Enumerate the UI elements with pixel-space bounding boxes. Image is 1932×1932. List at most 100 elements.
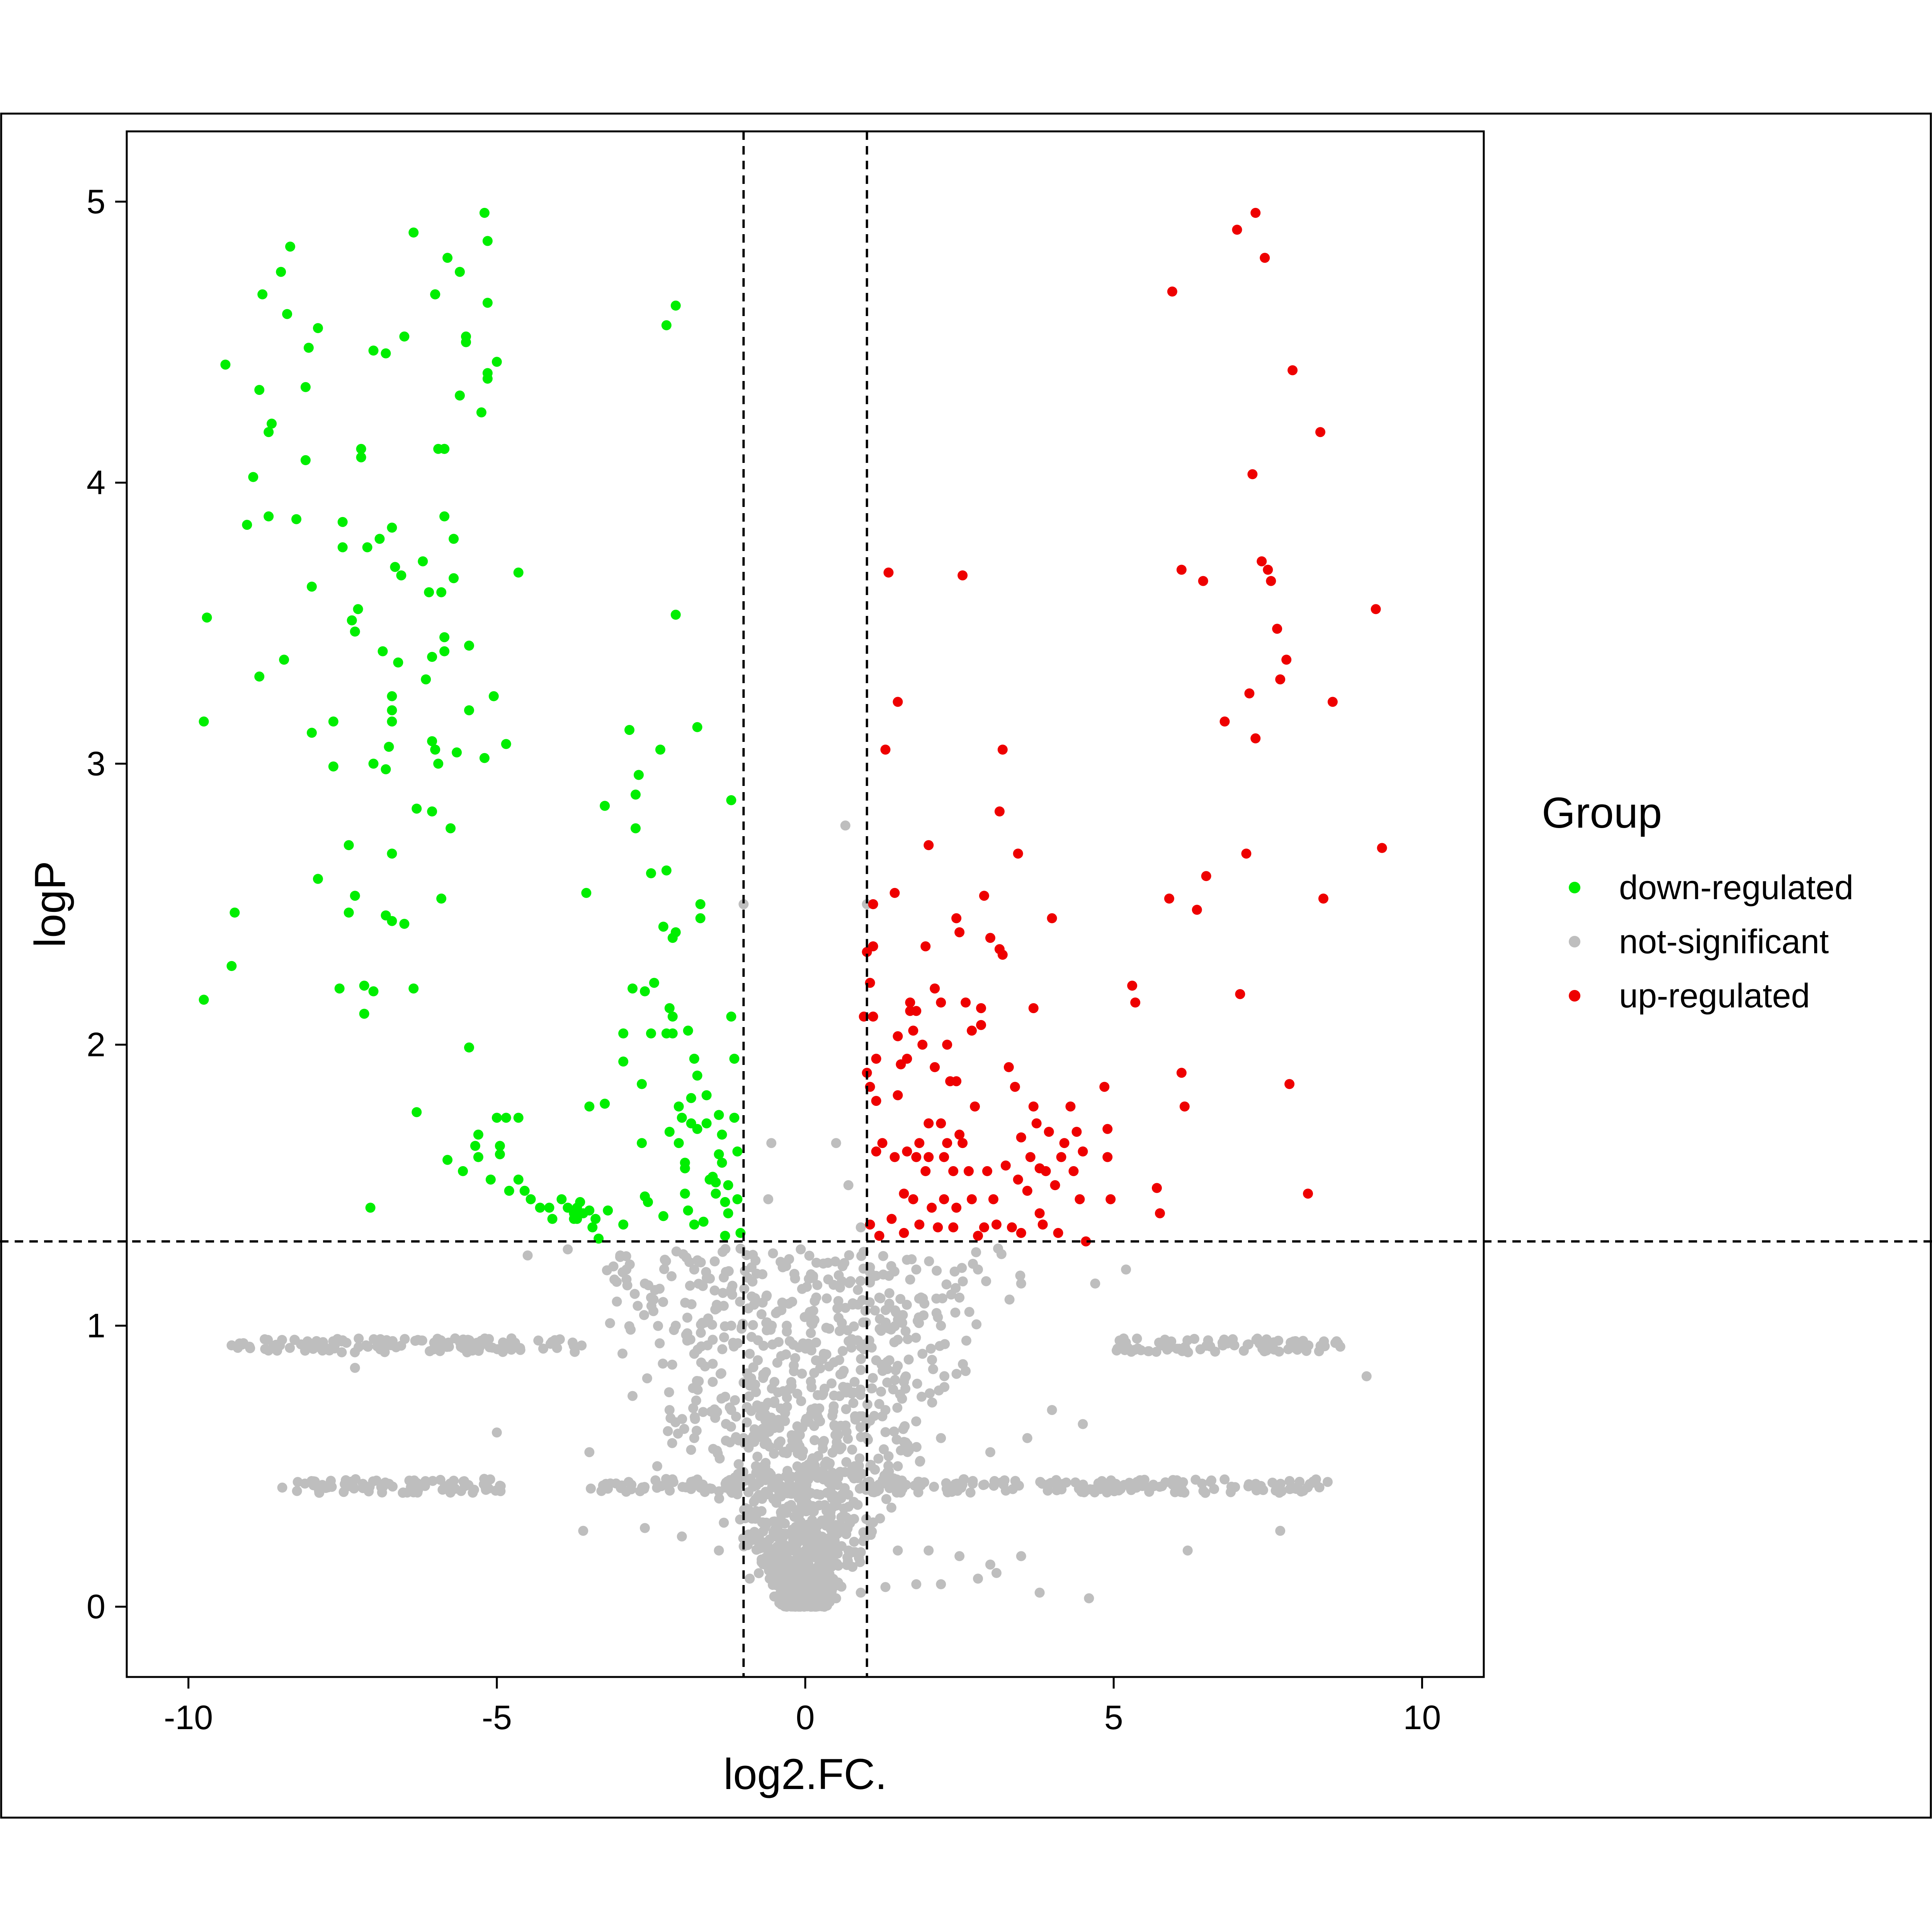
- point-not-significant: [818, 1443, 828, 1454]
- point-down-regulated: [300, 455, 311, 465]
- point-not-significant: [603, 1483, 613, 1494]
- point-up-regulated: [1078, 1146, 1088, 1156]
- legend-key-up-regulated: [1569, 990, 1580, 1002]
- point-not-significant: [806, 1269, 816, 1279]
- point-up-regulated: [886, 1214, 897, 1224]
- point-not-significant: [866, 1342, 877, 1353]
- point-not-significant: [689, 1433, 699, 1443]
- point-not-significant: [692, 1255, 702, 1265]
- point-down-regulated: [476, 407, 486, 418]
- point-down-regulated: [600, 1099, 610, 1109]
- point-not-significant: [652, 1483, 662, 1493]
- point-down-regulated: [732, 1194, 743, 1204]
- point-not-significant: [833, 1443, 844, 1453]
- point-up-regulated: [994, 806, 1005, 816]
- point-not-significant: [1274, 1346, 1284, 1357]
- point-not-significant: [425, 1346, 435, 1356]
- point-down-regulated: [368, 345, 379, 356]
- point-not-significant: [880, 1405, 891, 1415]
- point-down-regulated: [353, 604, 363, 614]
- axes: -10 -5 0 5 10 0 1 2 3 4 5: [87, 182, 1441, 1736]
- point-not-significant: [981, 1276, 992, 1286]
- point-not-significant: [825, 1507, 836, 1517]
- point-up-regulated: [1287, 365, 1298, 376]
- point-not-significant: [880, 1582, 891, 1592]
- point-up-regulated: [1151, 1183, 1162, 1193]
- point-up-regulated: [911, 1152, 922, 1162]
- point-not-significant: [886, 1502, 896, 1513]
- point-not-significant: [813, 1573, 823, 1584]
- point-not-significant: [841, 1404, 851, 1414]
- point-up-regulated: [1164, 893, 1174, 904]
- point-not-significant: [830, 1256, 840, 1267]
- point-not-significant: [758, 1340, 769, 1351]
- point-up-regulated: [1075, 1194, 1085, 1204]
- point-not-significant: [689, 1349, 699, 1359]
- point-not-significant: [936, 1320, 946, 1331]
- point-not-significant: [781, 1482, 792, 1492]
- point-not-significant: [859, 1533, 870, 1543]
- point-not-significant: [1304, 1479, 1315, 1489]
- point-down-regulated: [458, 1166, 468, 1176]
- point-not-significant: [292, 1486, 302, 1496]
- point-not-significant: [435, 1475, 446, 1485]
- point-up-regulated: [964, 1166, 974, 1176]
- point-not-significant: [420, 1476, 430, 1486]
- point-not-significant: [757, 1269, 768, 1279]
- point-not-significant: [940, 1339, 950, 1349]
- point-not-significant: [629, 1289, 640, 1299]
- point-not-significant: [563, 1244, 573, 1255]
- point-down-regulated: [479, 753, 490, 763]
- point-not-significant: [876, 1359, 887, 1370]
- point-not-significant: [797, 1369, 807, 1379]
- point-not-significant: [891, 1434, 902, 1445]
- point-not-significant: [804, 1250, 815, 1261]
- point-not-significant: [830, 1536, 840, 1546]
- point-not-significant: [1314, 1346, 1324, 1356]
- point-not-significant: [927, 1397, 937, 1408]
- point-down-regulated: [303, 343, 314, 353]
- point-not-significant: [570, 1347, 580, 1357]
- point-not-significant: [788, 1545, 798, 1556]
- point-not-significant: [680, 1298, 690, 1308]
- point-not-significant: [642, 1373, 652, 1384]
- point-up-regulated: [954, 927, 965, 937]
- point-up-regulated: [899, 1228, 909, 1238]
- point-not-significant: [959, 1475, 969, 1485]
- point-down-regulated: [408, 227, 419, 238]
- point-not-significant: [888, 1384, 898, 1395]
- point-not-significant: [820, 1552, 830, 1562]
- point-down-regulated: [350, 891, 360, 901]
- point-down-regulated: [254, 671, 265, 682]
- point-down-regulated: [390, 562, 400, 572]
- point-down-regulated: [575, 1197, 585, 1207]
- point-not-significant: [824, 1361, 834, 1372]
- point-down-regulated: [680, 1189, 690, 1199]
- point-up-regulated: [954, 1129, 965, 1140]
- point-up-regulated: [1198, 576, 1208, 586]
- point-down-regulated: [430, 745, 440, 755]
- point-down-regulated: [464, 640, 474, 651]
- point-not-significant: [782, 1587, 792, 1598]
- point-not-significant: [926, 1344, 936, 1354]
- point-not-significant: [774, 1337, 784, 1347]
- point-down-regulated: [387, 916, 397, 926]
- point-up-regulated: [927, 1202, 937, 1213]
- point-not-significant: [797, 1563, 807, 1573]
- point-not-significant: [712, 1303, 722, 1313]
- point-up-regulated: [933, 1222, 943, 1233]
- point-not-significant: [862, 1433, 872, 1443]
- point-down-regulated: [501, 1112, 511, 1123]
- point-not-significant: [849, 1461, 860, 1471]
- point-not-significant: [732, 1478, 743, 1488]
- point-down-regulated: [670, 300, 681, 311]
- point-not-significant: [971, 1319, 982, 1330]
- point-up-regulated: [930, 1062, 940, 1072]
- point-not-significant: [924, 1256, 934, 1267]
- point-up-regulated: [923, 1118, 934, 1129]
- point-not-significant: [936, 1579, 946, 1589]
- point-up-regulated: [1028, 1101, 1039, 1112]
- point-not-significant: [677, 1531, 687, 1542]
- point-not-significant: [522, 1250, 533, 1261]
- point-not-significant: [880, 1427, 891, 1437]
